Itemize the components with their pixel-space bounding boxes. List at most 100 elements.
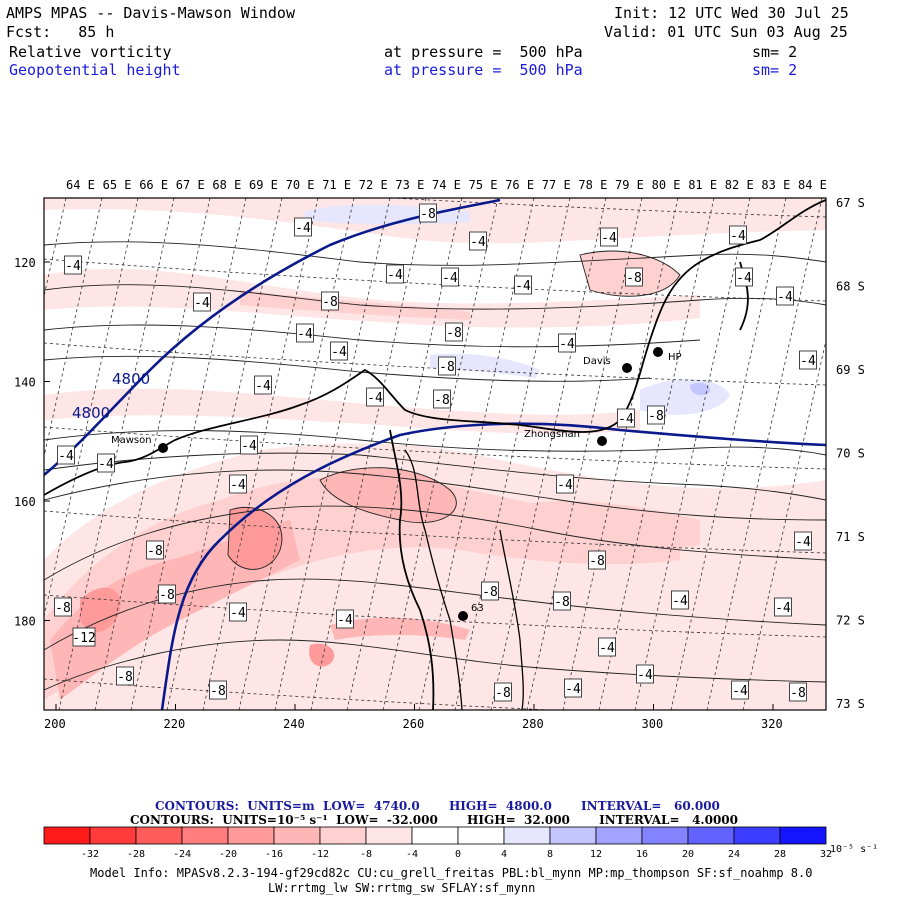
- height-label-4800-b: 4800: [72, 404, 110, 422]
- colorbar-label: 0: [455, 849, 461, 860]
- svg-text:-4: -4: [297, 327, 313, 342]
- colorbar-segment: [549, 826, 597, 845]
- svg-text:-8: -8: [420, 207, 436, 222]
- colorbar-label: 8: [547, 849, 553, 860]
- field1-name: Relative vorticity: [9, 43, 172, 61]
- bottom-tick-label: 260: [403, 717, 425, 731]
- svg-text:-8: -8: [589, 554, 605, 569]
- colorbar-segment: [687, 826, 735, 845]
- svg-text:-4: -4: [559, 337, 575, 352]
- station-marker: [458, 611, 468, 621]
- bottom-tick-label: 280: [522, 717, 544, 731]
- vorticity-label: -4: [254, 375, 272, 395]
- lon-label: 72 E: [359, 178, 388, 192]
- ice-shelf-boundary: [404, 449, 524, 710]
- vorticity-label: -4: [386, 264, 404, 284]
- vorticity-label: -4: [729, 225, 747, 245]
- svg-text:-4: -4: [367, 391, 383, 406]
- svg-text:-8: -8: [495, 686, 511, 701]
- vorticity-label: -8: [321, 291, 339, 311]
- vorticity-label: -8: [481, 581, 499, 601]
- svg-text:-4: -4: [98, 457, 114, 472]
- svg-text:-4: -4: [255, 379, 271, 394]
- vorticity-label: -4: [556, 474, 574, 494]
- vorticity-label: -4: [671, 590, 689, 610]
- svg-text:-12: -12: [72, 631, 95, 646]
- svg-text:-8: -8: [159, 588, 175, 603]
- vorticity-label: -8: [433, 389, 451, 409]
- vorticity-label: -4: [558, 333, 576, 353]
- vorticity-contour-labels: -8 -4 -4 -4 -4 -4 -4 -4 -8 -4 -4 -4 -4 -8 -4 -8 -4 -4 -8 -4…: [54, 203, 817, 702]
- init-time: Init: 12 UTC Wed 30 Jul 25: [614, 4, 849, 22]
- height-contour-info: CONTOURS: UNITS=m LOW= 4740.0 HIGH= 4800…: [155, 799, 720, 813]
- field2-smoothing: sm= 2: [752, 61, 798, 79]
- svg-text:-4: -4: [601, 231, 617, 246]
- vorticity-label: -4: [617, 408, 635, 428]
- svg-text:-4: -4: [565, 682, 581, 697]
- lon-label: 69 E: [249, 178, 278, 192]
- svg-text:-4: -4: [637, 668, 653, 683]
- lon-label: 75 E: [469, 178, 498, 192]
- vorticity-label: -4: [636, 664, 654, 684]
- svg-text:-4: -4: [730, 229, 746, 244]
- colorbar-segment: [365, 826, 413, 845]
- svg-text:-8: -8: [790, 686, 806, 701]
- vorticity-label: -8: [625, 267, 643, 287]
- svg-text:-4: -4: [672, 594, 688, 609]
- colorbar-segment: [89, 826, 137, 845]
- lon-label: 71 E: [322, 178, 351, 192]
- colorbar-label: -16: [265, 849, 283, 860]
- vorticity-label: -4: [97, 453, 115, 473]
- svg-text:-4: -4: [800, 354, 816, 369]
- lat-label: 71 S: [836, 530, 865, 544]
- svg-text:-8: -8: [322, 295, 338, 310]
- plot-title: AMPS MPAS -- Davis-Mawson Window: [6, 4, 295, 22]
- svg-text:-8: -8: [55, 601, 71, 616]
- vorticity-label: -4: [731, 680, 749, 700]
- svg-text:-4: -4: [65, 259, 81, 274]
- svg-text:-8: -8: [626, 271, 642, 286]
- model-info-line2: LW:rrtmg_lw SW:rrtmg_sw SFLAY:sf_mynn: [268, 881, 536, 895]
- svg-text:-8: -8: [482, 585, 498, 600]
- vorticity-label: -4: [336, 609, 354, 629]
- station-marker: [597, 436, 607, 446]
- field1-level: at pressure = 500 hPa: [384, 43, 583, 61]
- lat-label: 67 S: [836, 196, 865, 210]
- bottom-tick-label: 320: [761, 717, 783, 731]
- bottom-tick-label: 300: [642, 717, 664, 731]
- vorticity-label: -8: [647, 405, 665, 425]
- field2-level: at pressure = 500 hPa: [384, 61, 583, 79]
- field1-smoothing: sm= 2: [752, 43, 798, 61]
- vorticity-label: -4: [229, 602, 247, 622]
- colorbar-segment: [227, 826, 275, 845]
- vorticity-label: -4: [598, 637, 616, 657]
- colorbar-label: 24: [728, 849, 740, 860]
- forecast-hour: Fcst: 85 h: [6, 23, 115, 41]
- station-marker: [158, 443, 168, 453]
- svg-text:-4: -4: [295, 221, 311, 236]
- lon-label: 68 E: [212, 178, 241, 192]
- svg-text:-4: -4: [194, 296, 210, 311]
- colorbar-segment: [641, 826, 689, 845]
- vorticity-label: -4: [469, 231, 487, 251]
- lon-label: 81 E: [688, 178, 717, 192]
- station-label: HP: [668, 352, 682, 363]
- svg-text:-4: -4: [442, 271, 458, 286]
- colorbar-label: -4: [406, 849, 418, 860]
- vorticity-label: -8: [494, 682, 512, 702]
- left-tick-label: 180: [14, 615, 36, 629]
- vorticity-label: -8: [158, 584, 176, 604]
- station-marker: [622, 363, 632, 373]
- height-contours: [44, 198, 826, 710]
- svg-text:-4: -4: [241, 439, 257, 454]
- station-layer: Mawson Davis Zhongshan HP 63: [111, 347, 682, 621]
- svg-text:-4: -4: [230, 606, 246, 621]
- colorbar-segment: [595, 826, 643, 845]
- vorticity-label: -4: [564, 678, 582, 698]
- vorticity-label: -8: [116, 666, 134, 686]
- vorticity-label: -4: [57, 445, 75, 465]
- svg-text:-8: -8: [554, 595, 570, 610]
- colorbar-segment: [503, 826, 551, 845]
- vorticity-label: -4: [799, 350, 817, 370]
